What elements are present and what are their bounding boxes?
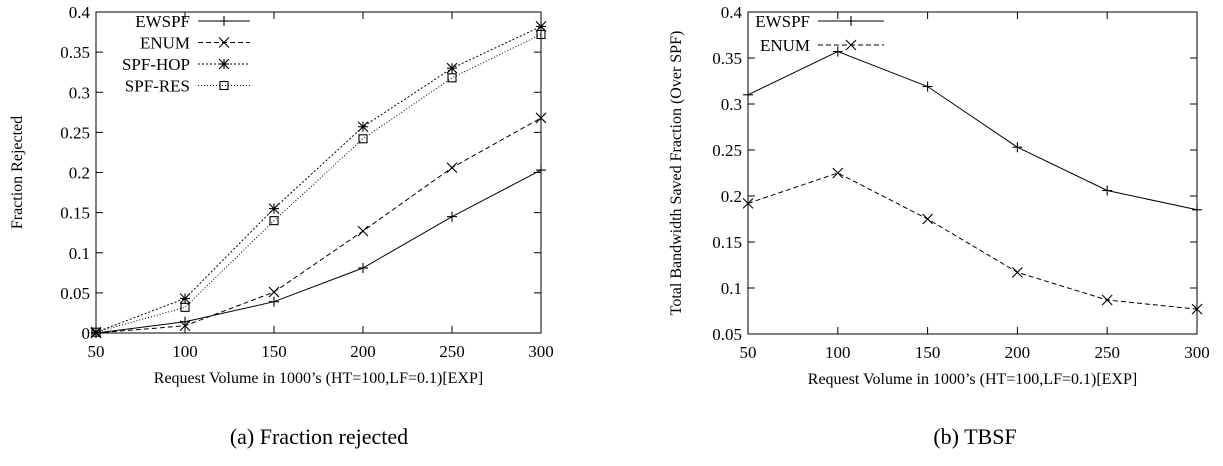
- chart-panel-a: 0 0.05 0.1 0.15 0.2 0.25 0.3 0.35 0.4 50 100 150 200…: [9, 3, 554, 449]
- chart-a-series-spf-res-point-3: [358, 134, 368, 144]
- chart-b-ytick-label-5: 0.3: [721, 95, 742, 114]
- chart-b-xtick-label-0: 50: [740, 343, 757, 362]
- chart-b-xlabel: Request Volume in 1000’s (HT=100,LF=0.1)…: [808, 371, 1137, 388]
- chart-a-xtick-label-2: 150: [261, 342, 287, 361]
- chart-a-series-spf-hop-point-3: [357, 121, 369, 133]
- chart-a-series-ewspf-point-5: [536, 165, 546, 176]
- chart-a-series-ewspf-line: [95, 169, 542, 334]
- chart-a-series-enum: [90, 112, 547, 339]
- chart-b-series-enum-point-0: [742, 197, 754, 209]
- chart-b-series-enum-legend-marker: [845, 39, 857, 51]
- chart-b-series-ewspf-point-0: [743, 89, 753, 100]
- chart-a-series-enum-point-1: [179, 320, 191, 332]
- chart-b-series-enum-point-2: [922, 213, 933, 225]
- chart-b-ytick-label-7: 0.4: [721, 3, 743, 22]
- chart-a-xtick-label-5: 300: [528, 342, 554, 361]
- chart-b-series-ewspf-point-5: [1192, 204, 1202, 215]
- chart-a-xtick-label-3: 200: [350, 342, 376, 361]
- chart-a-ytick-label-6: 0.3: [69, 83, 90, 102]
- chart-b-svg: 0.05 0.1 0.15 0.2 0.25 0.3 0.35 0.4 50 100 150 200 2…: [668, 3, 1210, 388]
- chart-a-series-spf-hop-legend-label: SPF-HOP: [122, 55, 190, 74]
- chart-a-xtick-label-4: 250: [439, 342, 465, 361]
- chart-a-xtick-label-0: 50: [88, 342, 105, 361]
- chart-b-series-ewspf-legend-label: EWSPF: [755, 12, 810, 31]
- chart-b-caption: (b) TBSF: [933, 424, 1017, 449]
- chart-a-series-spf-hop-point-2: [268, 203, 280, 215]
- chart-b-series-enum-line: [747, 172, 1198, 310]
- chart-a-ytick-label-1: 0.05: [60, 284, 90, 303]
- chart-a-series-spf-hop-point-5: [535, 21, 547, 32]
- chart-a-series-spf-hop-legend-marker: [218, 58, 230, 70]
- chart-a-xlabel: Request Volume in 1000’s (HT=100,LF=0.1)…: [154, 370, 483, 387]
- chart-a-series-spf-res-point-2: [269, 216, 279, 226]
- chart-b-ytick-label-3: 0.2: [721, 187, 742, 206]
- chart-a-series-enum-point-3: [357, 225, 369, 237]
- chart-a-series-spf-hop-line: [95, 25, 542, 333]
- chart-b-xtick-label-1: 100: [825, 343, 851, 362]
- chart-a-series-ewspf-legend-label: EWSPF: [135, 12, 190, 31]
- chart-a-series-spf-hop-point-4: [446, 62, 458, 74]
- chart-a-series-spf-res-point-5: [536, 29, 546, 40]
- chart-a-series-enum-point-4: [446, 162, 458, 174]
- chart-a-ytick-label-3: 0.15: [60, 204, 90, 223]
- chart-a-series-ewspf-point-3: [358, 262, 368, 273]
- chart-a-svg: 0 0.05 0.1 0.15 0.2 0.25 0.3 0.35 0.4 50 100 150 200…: [9, 3, 554, 387]
- chart-a-series-ewspf-legend-marker: [219, 16, 229, 26]
- chart-b-series-enum-point-1: [832, 167, 844, 179]
- chart-a-series-enum-legend-label: ENUM: [140, 34, 190, 53]
- chart-b-series-ewspf-point-3: [1012, 142, 1023, 153]
- chart-b-series-enum-legend-label: ENUM: [760, 36, 810, 55]
- chart-b-series-enum: [742, 167, 1203, 315]
- chart-a-ytick-label-7: 0.35: [60, 43, 90, 62]
- chart-a-ytick-label-5: 0.25: [60, 123, 90, 142]
- chart-a-series-spf-hop-point-1: [179, 293, 191, 304]
- chart-a-series-ewspf-point-4: [447, 211, 457, 222]
- chart-b-ytick-label-4: 0.25: [712, 141, 742, 160]
- chart-a-series-enum-point-5: [535, 112, 547, 124]
- chart-b-xtick-label-3: 200: [1005, 343, 1031, 362]
- chart-b-ylabel: Total Bandwidth Saved Fraction (Over SPF…: [668, 31, 685, 316]
- chart-b-series-enum-point-3: [1012, 266, 1023, 278]
- chart-a-ytick-label-0: 0: [82, 324, 91, 343]
- chart-a-xtick-label-1: 100: [172, 342, 198, 361]
- chart-b-series-ewspf-point-2: [922, 81, 933, 92]
- chart-a-series-spf-res-point-1: [180, 302, 190, 312]
- chart-a-ytick-label-4: 0.2: [69, 164, 90, 183]
- chart-b-series-ewspf: [743, 46, 1202, 215]
- chart-b-plot-frame: [747, 11, 1198, 335]
- chart-a-series-ewspf: [91, 165, 546, 338]
- chart-a-ylabel: Fraction Rejected: [9, 116, 26, 229]
- chart-b-xtick-label-5: 300: [1184, 343, 1210, 362]
- chart-a-series-enum-line: [95, 117, 542, 334]
- chart-panel-b: 0.05 0.1 0.15 0.2 0.25 0.3 0.35 0.4 50 100 150 200 2…: [612, 0, 1223, 466]
- chart-b-ytick-label-0: 0.05: [712, 325, 742, 344]
- chart-a-ytick-label-2: 0.1: [69, 244, 90, 263]
- chart-a-series-ewspf-point-2: [269, 296, 279, 307]
- chart-b-series-enum-point-4: [1101, 294, 1113, 306]
- chart-b-series-enum-point-5: [1191, 303, 1203, 315]
- chart-a-ytick-label-8: 0.4: [69, 3, 91, 22]
- chart-a-series-enum-point-2: [268, 286, 280, 298]
- chart-a-series-spf-res: [91, 29, 546, 337]
- chart-a-series-spf-res-point-4: [447, 73, 457, 83]
- chart-a-series-spf-res-point-0: [91, 327, 101, 337]
- chart-b-xtick-label-4: 250: [1094, 343, 1120, 362]
- chart-b-xtick-label-2: 150: [915, 343, 941, 362]
- chart-b-series-ewspf-point-4: [1102, 185, 1113, 196]
- chart-b-series-ewspf-point-1: [832, 46, 843, 57]
- chart-b-ytick-label-2: 0.15: [712, 233, 742, 252]
- chart-a-series-spf-res-legend-label: SPF-RES: [125, 77, 190, 96]
- chart-b-series-ewspf-legend-marker: [846, 16, 856, 26]
- chart-b-ytick-label-1: 0.1: [721, 279, 742, 298]
- chart-b-ytick-label-6: 0.35: [712, 49, 742, 68]
- chart-b-series-ewspf-line: [747, 51, 1198, 211]
- chart-a-series-enum-legend-marker: [218, 37, 230, 48]
- chart-a-caption: (a) Fraction rejected: [229, 424, 409, 449]
- chart-a-series-spf-res-legend-marker: [219, 80, 229, 91]
